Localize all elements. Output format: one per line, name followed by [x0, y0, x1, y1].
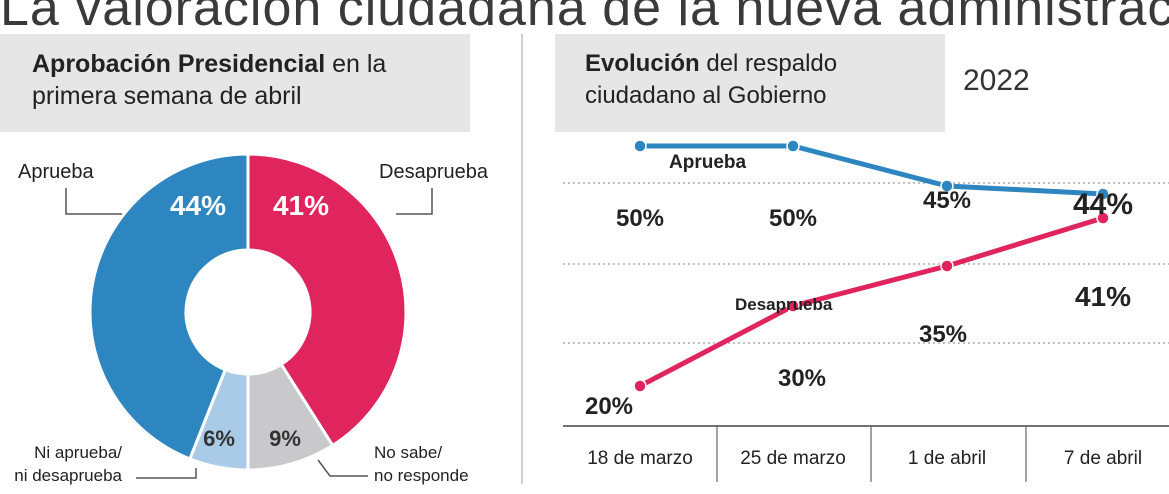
data-label-desaprueba: 30%: [778, 365, 826, 392]
series-name-aprueba: Aprueba: [669, 152, 747, 173]
donut-title: Aprobación Presidencial en la primera se…: [0, 34, 470, 132]
category-label-ns-line2: no responde: [374, 466, 469, 485]
donut-title-bold: Aprobación Presidencial: [32, 50, 326, 78]
data-point-desaprueba: [786, 299, 800, 313]
data-label-aprueba: 50%: [769, 205, 817, 232]
category-label-aprueba: Aprueba: [18, 161, 94, 183]
data-point-desaprueba: [940, 259, 954, 273]
x-tick-label: 18 de marzo: [587, 448, 693, 469]
line-title-bold: Evolución: [585, 50, 700, 77]
category-label-desaprueba: Desaprueba: [379, 161, 489, 183]
headline: La valoración ciudadana de la nueva admi…: [0, 0, 1169, 34]
donut-hole: [186, 250, 310, 374]
data-point-aprueba: [633, 139, 647, 153]
year-label: 2022: [963, 64, 1030, 97]
leader-line-desaprueba: [396, 188, 433, 215]
x-tick-label: 1 de abril: [908, 448, 986, 469]
value-label-ns: 9%: [269, 426, 301, 451]
category-label-ni-line1: Ni aprueba/: [34, 443, 122, 462]
value-label-ni: 6%: [203, 426, 235, 451]
data-point-aprueba: [1096, 187, 1110, 201]
line-title-rest: del respaldo ciudadano al Gobierno: [585, 50, 838, 109]
data-label-aprueba: 44%: [1073, 188, 1133, 221]
leader-line-ns: [317, 459, 368, 477]
category-label-ns-line1: No sabe/: [374, 443, 442, 462]
data-point-aprueba: [786, 139, 800, 153]
leader-line-ni: [136, 468, 197, 479]
data-label-desaprueba: 20%: [585, 393, 633, 420]
data-label-desaprueba: 35%: [919, 321, 967, 348]
category-label-ni-line2: ni desaprueba: [14, 466, 122, 485]
series-line-desaprueba: [638, 215, 1104, 389]
data-point-desaprueba: [1096, 211, 1110, 225]
data-label-desaprueba: 41%: [1075, 281, 1131, 312]
series-name-desaprueba: Desaprueba: [735, 295, 833, 314]
panel-divider: [521, 34, 523, 484]
data-label-aprueba: 50%: [616, 205, 664, 232]
data-label-aprueba: 45%: [923, 187, 971, 214]
x-tick-label: 7 de abril: [1064, 448, 1142, 469]
value-label-aprueba: 44%: [170, 190, 226, 221]
leader-line-aprueba: [65, 188, 122, 215]
donut-chart: 44% 41% 6% 9% Aprueba Desaprueba Ni aprueba/ni…: [14, 152, 489, 485]
value-label-desaprueba: 41%: [273, 190, 329, 221]
x-tick-label: 25 de marzo: [740, 448, 846, 469]
data-point-desaprueba: [633, 379, 647, 393]
line-chart: 18 de marzo 25 de marzo 1 de abril 7 de abr…: [563, 139, 1169, 482]
line-title: Evolución del respaldo ciudadano al Gobi…: [555, 34, 945, 132]
donut-title-rest: en la primera semana de abril: [32, 50, 387, 110]
series-line-aprueba: [640, 143, 1104, 197]
data-point-aprueba: [940, 179, 954, 193]
